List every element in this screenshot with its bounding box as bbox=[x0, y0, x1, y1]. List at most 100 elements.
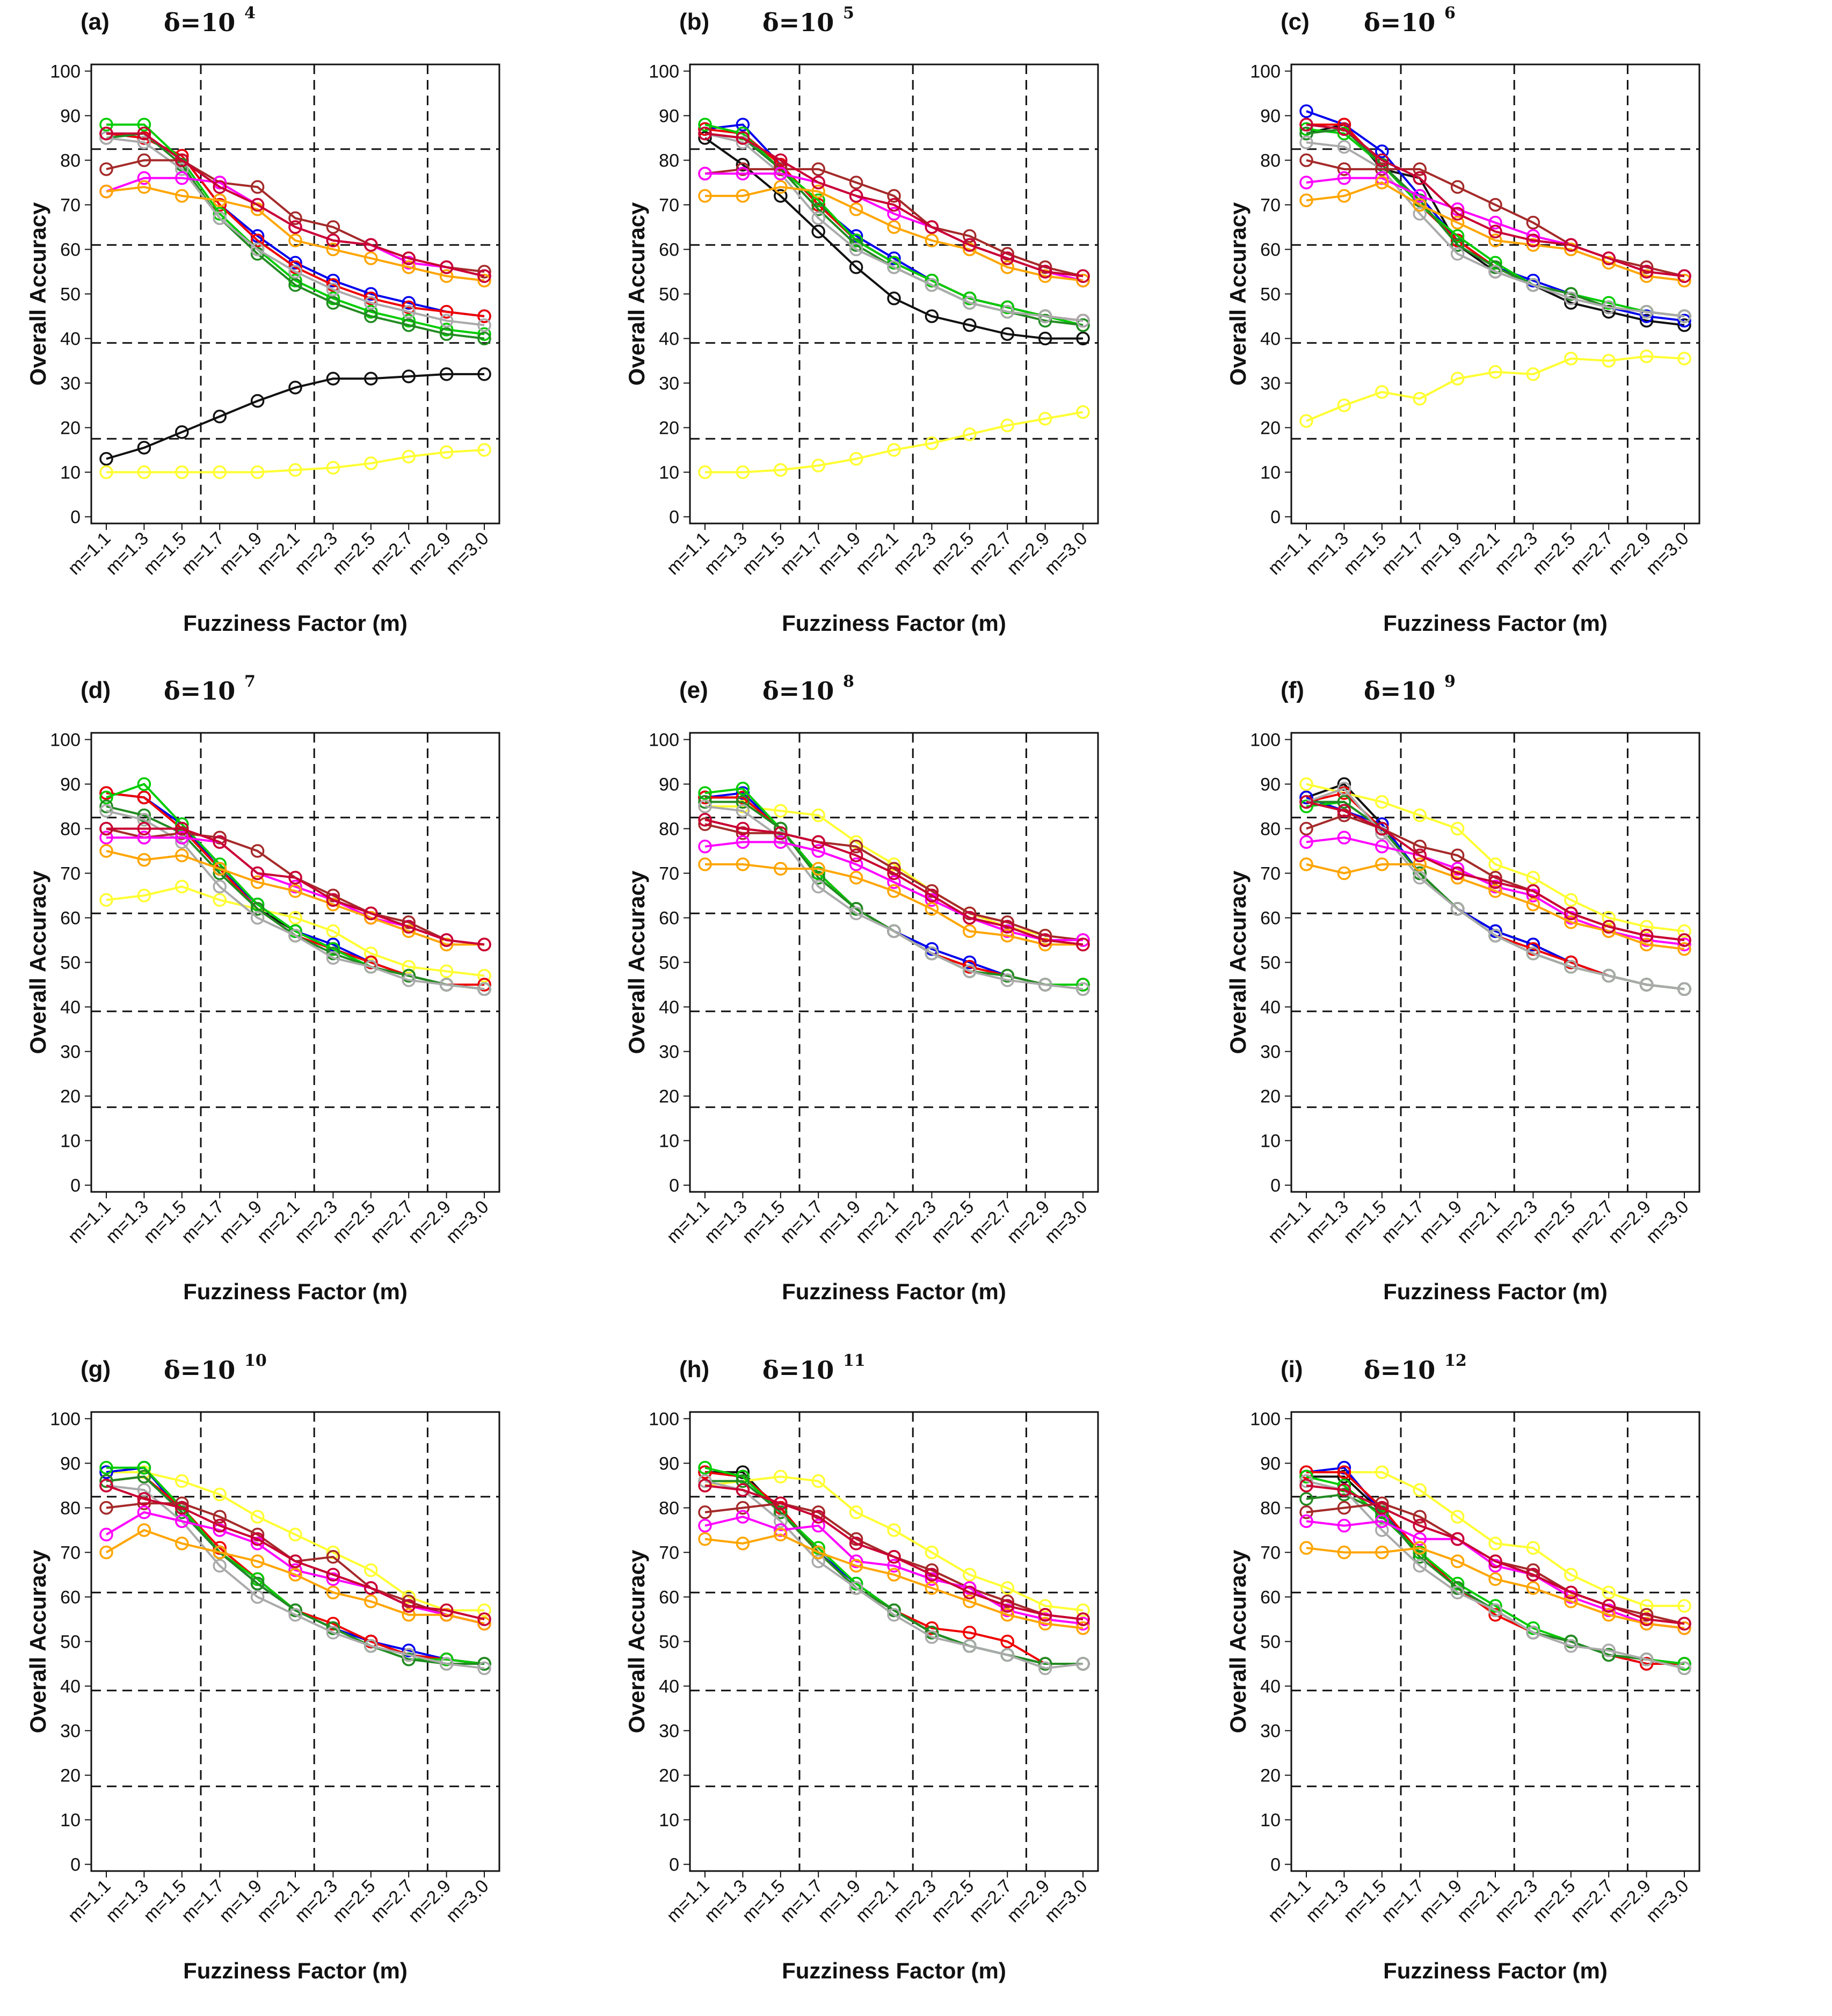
data-point bbox=[1602, 1603, 1616, 1618]
data-point bbox=[1375, 1465, 1389, 1479]
x-tick-label: m=1.1 bbox=[663, 528, 713, 579]
data-point bbox=[364, 456, 378, 470]
x-tick-label: m=1.7 bbox=[1377, 1197, 1428, 1247]
data-point bbox=[1602, 1643, 1616, 1657]
data-point bbox=[402, 1590, 416, 1604]
data-point bbox=[1526, 234, 1540, 248]
data-point bbox=[1299, 122, 1313, 136]
data-point bbox=[1076, 1621, 1090, 1635]
data-point bbox=[811, 862, 825, 876]
series-line bbox=[705, 186, 1084, 282]
y-tick-label: 50 bbox=[659, 285, 679, 305]
x-tick-label: m=1.5 bbox=[1340, 1876, 1390, 1926]
y-tick-label: 70 bbox=[60, 863, 81, 884]
series-line bbox=[704, 1515, 1084, 1625]
data-point bbox=[213, 1487, 227, 1502]
data-point bbox=[1639, 269, 1654, 283]
data-point bbox=[698, 465, 712, 479]
data-point bbox=[736, 1501, 750, 1515]
data-point bbox=[1526, 238, 1540, 252]
data-point bbox=[175, 171, 189, 185]
data-point bbox=[774, 153, 788, 168]
data-point bbox=[326, 1572, 340, 1586]
data-point bbox=[1038, 1599, 1052, 1613]
data-point bbox=[1488, 1537, 1502, 1551]
plot-frame bbox=[90, 1411, 500, 1872]
data-point bbox=[364, 304, 378, 319]
series-line bbox=[704, 1480, 1084, 1670]
data-point bbox=[1488, 234, 1502, 248]
data-point bbox=[99, 131, 113, 145]
data-point bbox=[402, 1607, 416, 1622]
series-line bbox=[705, 1480, 1083, 1665]
x-tick-label: m=1.5 bbox=[738, 528, 789, 579]
data-point bbox=[99, 1479, 113, 1493]
y-tick-label: 70 bbox=[1260, 1542, 1281, 1563]
data-point bbox=[1488, 879, 1502, 894]
data-point bbox=[1413, 857, 1427, 871]
x-tick-label: m=2.7 bbox=[366, 1876, 417, 1926]
data-point bbox=[326, 292, 340, 305]
chart-panel-c: (c) δ=10 6 0 10 20 30 40 50 60 70 80 90 100 Overall Ac… bbox=[1200, 0, 1799, 668]
data-point bbox=[887, 292, 901, 305]
data-point bbox=[1038, 928, 1052, 943]
y-tick-label: 80 bbox=[659, 819, 679, 839]
data-point bbox=[326, 1621, 340, 1635]
x-tick-label: m=1.1 bbox=[64, 1876, 114, 1926]
data-point bbox=[1038, 331, 1052, 346]
data-point bbox=[1639, 928, 1654, 943]
series-10 bbox=[698, 126, 1090, 283]
data-point bbox=[1000, 251, 1014, 265]
data-point bbox=[1413, 1532, 1427, 1546]
data-point bbox=[849, 1559, 863, 1573]
series-6 bbox=[698, 799, 1090, 996]
data-point bbox=[1564, 238, 1578, 252]
data-point bbox=[250, 1510, 265, 1524]
x-tick-label: m=1.7 bbox=[1377, 1876, 1428, 1926]
data-point bbox=[137, 1492, 151, 1506]
y-tick-label: 0 bbox=[1270, 1855, 1281, 1875]
y-tick-label: 80 bbox=[1260, 1498, 1281, 1518]
data-point bbox=[326, 273, 340, 288]
series-line bbox=[1306, 787, 1685, 991]
data-point bbox=[925, 278, 939, 292]
data-point bbox=[213, 879, 227, 894]
y-tick-label: 50 bbox=[1260, 953, 1281, 973]
data-point bbox=[849, 176, 863, 190]
data-point bbox=[698, 118, 712, 132]
data-point bbox=[1375, 839, 1389, 854]
data-point bbox=[1526, 1568, 1540, 1582]
series-0 bbox=[99, 367, 491, 466]
data-point bbox=[925, 947, 939, 960]
series-10 bbox=[698, 1479, 1090, 1626]
data-point bbox=[811, 1554, 825, 1568]
data-point bbox=[1375, 153, 1389, 168]
data-point bbox=[402, 296, 416, 310]
data-point bbox=[1337, 398, 1351, 412]
series-line bbox=[106, 1484, 485, 1670]
data-point bbox=[1639, 1599, 1654, 1613]
x-tick-label: m=1.3 bbox=[701, 528, 751, 579]
data-point bbox=[698, 1461, 712, 1475]
data-point bbox=[1076, 1612, 1090, 1626]
data-point bbox=[1337, 866, 1351, 880]
chart-panel-f: (f) δ=10 9 0 10 20 30 40 50 60 70 80 90 100 Overall Ac… bbox=[1200, 668, 1799, 1337]
series-line bbox=[704, 1484, 1084, 1620]
data-point bbox=[137, 813, 151, 827]
y-tick-label: 60 bbox=[659, 1587, 679, 1607]
data-point bbox=[1488, 215, 1502, 230]
series-line bbox=[1306, 355, 1685, 422]
x-tick-label: m=2.5 bbox=[927, 528, 978, 579]
series-1 bbox=[1299, 777, 1691, 938]
data-point bbox=[288, 911, 302, 925]
data-point bbox=[1337, 782, 1351, 796]
x-tick-label: m=1.5 bbox=[140, 528, 190, 579]
data-point bbox=[213, 893, 227, 907]
data-point bbox=[774, 1496, 788, 1510]
data-point bbox=[213, 1545, 227, 1560]
data-point bbox=[477, 1617, 491, 1631]
data-point bbox=[1299, 193, 1313, 207]
x-tick-label: m=2.5 bbox=[329, 528, 379, 579]
y-tick-label: 0 bbox=[70, 507, 81, 528]
data-point bbox=[288, 879, 302, 894]
